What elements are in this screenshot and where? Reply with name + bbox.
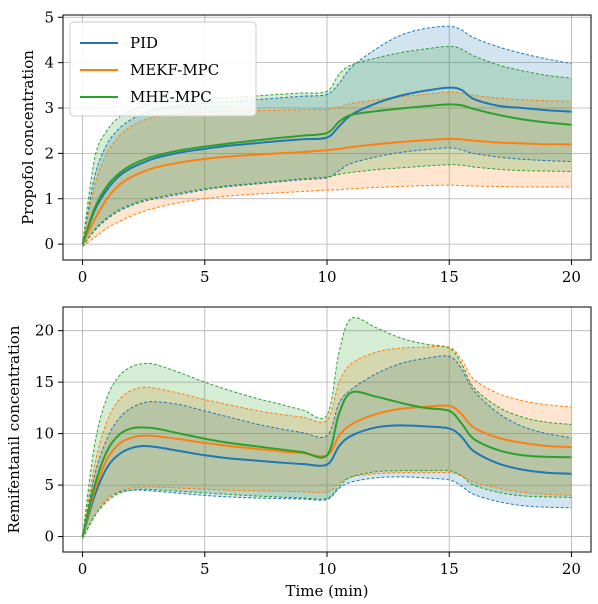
legend-label-2: MHE-MPC — [130, 88, 212, 106]
panel-bottom: 0 5 10 15 20 0 5 10 15 20 Remifentanil concentrat… — [5, 306, 592, 600]
bottom-lower-bound-2 — [82, 469, 572, 539]
bottom-ticks: 0 5 10 15 20 0 5 10 15 20 — [35, 322, 581, 578]
top-lower-bound-0 — [82, 147, 572, 247]
bottom-upper-bound-2 — [82, 316, 572, 537]
bottom-ytick-label-10: 10 — [35, 425, 54, 443]
top-upper-bound-2 — [82, 45, 572, 245]
legend-box — [69, 21, 257, 117]
panel-top: 0 5 10 15 20 0 1 2 3 4 5 Propofol concentration PI… — [19, 8, 592, 286]
bottom-lines — [81, 316, 572, 539]
top-ytick-label-4: 4 — [44, 54, 54, 72]
top-ylabel: Propofol concentration — [19, 50, 37, 225]
top-ticks: 0 5 10 15 20 0 1 2 3 4 5 — [44, 8, 581, 286]
bottom-ylabel: Remifentanil concentration — [5, 325, 23, 533]
bottom-ytick-label-20: 20 — [35, 322, 54, 340]
bottom-xtick-label-10: 10 — [317, 560, 336, 578]
top-band-2 — [82, 46, 572, 247]
top-ytick-label-3: 3 — [44, 99, 54, 117]
bottom-xtick-label-20: 20 — [562, 560, 581, 578]
top-band-1 — [82, 92, 572, 247]
bottom-xlabel: Time (min) — [285, 582, 368, 600]
top-line-0 — [81, 86, 572, 245]
top-xtick-label-0: 0 — [78, 268, 88, 286]
top-line-1 — [81, 137, 572, 245]
bottom-band-2 — [82, 317, 572, 539]
bottom-ytick-label-5: 5 — [44, 476, 54, 494]
bottom-band-1 — [82, 346, 572, 539]
top-ytick-label-5: 5 — [44, 8, 54, 26]
top-xtick-label-10: 10 — [317, 268, 336, 286]
bottom-upper-bound-0 — [82, 355, 572, 537]
top-bands — [82, 26, 572, 247]
top-xtick-label-5: 5 — [200, 268, 210, 286]
bottom-xtick-label-15: 15 — [440, 560, 459, 578]
bottom-lower-bound-1 — [82, 472, 572, 539]
bottom-line-0 — [81, 424, 572, 537]
top-lines — [81, 25, 572, 247]
bottom-grid — [63, 307, 591, 552]
legend-label-0: PID — [130, 34, 158, 52]
legend: PID MEKF-MPC MHE-MPC — [69, 21, 257, 117]
bottom-ytick-label-15: 15 — [35, 373, 54, 391]
bottom-upper-bound-1 — [82, 345, 572, 537]
top-lower-bound-2 — [82, 164, 572, 247]
bottom-lower-bound-0 — [82, 476, 572, 539]
top-ytick-label-2: 2 — [44, 144, 54, 162]
top-ytick-label-1: 1 — [44, 190, 54, 208]
top-xtick-label-15: 15 — [440, 268, 459, 286]
bottom-xtick-label-0: 0 — [78, 560, 88, 578]
bottom-xtick-label-5: 5 — [200, 560, 210, 578]
top-band-0 — [82, 26, 572, 247]
top-ytick-label-0: 0 — [44, 235, 54, 253]
top-lower-bound-1 — [82, 184, 572, 247]
bottom-ytick-label-0: 0 — [44, 528, 54, 546]
top-xtick-label-20: 20 — [562, 268, 581, 286]
top-upper-bound-1 — [82, 91, 572, 245]
bottom-line-2 — [81, 390, 572, 537]
top-line-2 — [81, 103, 572, 245]
legend-entries: PID MEKF-MPC MHE-MPC — [80, 34, 219, 106]
legend-label-1: MEKF-MPC — [130, 61, 219, 79]
